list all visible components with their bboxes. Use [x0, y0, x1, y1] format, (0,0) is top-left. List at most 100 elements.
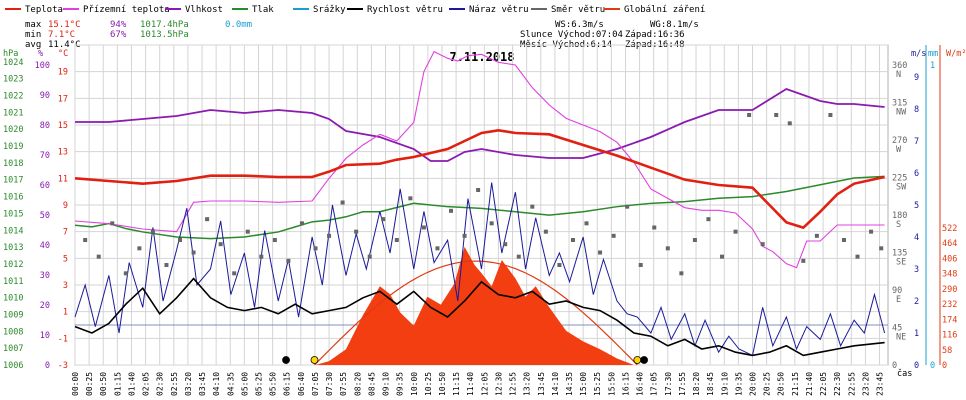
wind-direction-point: [259, 254, 264, 259]
axis-tick-wm2: 174: [942, 315, 957, 325]
wind-direction-point: [787, 121, 792, 126]
wind-direction-point: [638, 263, 643, 267]
plot-area: [74, 50, 886, 366]
axis-tick-hpa: 1018: [3, 159, 23, 169]
wind-direction-point: [435, 246, 440, 251]
x-tick-label: 11:40: [466, 372, 475, 396]
wind-direction-point: [191, 250, 196, 255]
axis-tick-pct: 70: [40, 151, 50, 161]
wind-direction-point: [503, 242, 508, 247]
wind-direction-point: [855, 254, 860, 259]
wind-direction-point: [354, 229, 359, 234]
x-tick-label: 16:40: [636, 372, 645, 396]
axis-tick-hpa: 1021: [3, 108, 23, 118]
axis-unit-wind: m/s: [911, 49, 926, 59]
axis-tick-wind: 9: [914, 73, 919, 83]
axis-unit-wm2: W/m²: [946, 49, 966, 59]
x-tick-label: 20:50: [777, 372, 786, 396]
axis-tick-wind: 7: [914, 137, 919, 147]
axis-tick-deg: 90: [892, 286, 902, 296]
x-tick-label: 03:20: [184, 372, 193, 396]
wind-direction-point: [760, 242, 765, 247]
wind-direction-point: [625, 204, 630, 209]
axis-tick-wm2: 406: [942, 254, 957, 264]
x-tick-label: 03:45: [198, 372, 207, 396]
axis-tick-c: 5: [63, 254, 68, 264]
x-axis: 00:00 00:25 00:50 01:15 01:40 02:05 02:30 02:55…: [71, 368, 912, 396]
axis-tick-hpa: 1014: [3, 226, 23, 236]
legend-label: Rychlost větru: [367, 5, 443, 15]
x-tick-label: 12:55: [509, 372, 518, 396]
x-tick-label: 07:05: [311, 372, 320, 396]
axis-tick-mm: 0: [930, 361, 935, 371]
wind-direction-point: [137, 246, 142, 251]
axis-tick-pct: 40: [40, 241, 50, 251]
axis-tick-hpa: 1015: [3, 209, 23, 219]
x-tick-label: 16:15: [621, 372, 630, 396]
stat-label: min: [25, 30, 41, 40]
axis-tick-dir: SW: [896, 183, 907, 193]
series-wind-speed-line: [74, 277, 885, 357]
axis-tick-hpa: 1006: [3, 361, 23, 371]
wind-direction-point: [367, 254, 372, 259]
axis-tick-deg: 45: [892, 324, 902, 334]
x-tick-label: 08:20: [353, 372, 362, 396]
axis-tick-c: -1: [58, 334, 68, 344]
wind-direction-point: [747, 113, 752, 117]
legend-label: Náraz větru: [469, 5, 529, 15]
wind-direction-point: [679, 271, 684, 276]
legend-label: Vlhkost: [185, 5, 223, 15]
wind-direction-point: [841, 238, 846, 242]
stat-value: 94%: [110, 20, 127, 30]
axis-tick-hpa: 1009: [3, 310, 23, 320]
stat-label: avg: [25, 40, 41, 50]
axis-tick-c: 15: [58, 121, 68, 131]
axis-tick-c: 9: [63, 201, 68, 211]
wind-direction-point: [110, 221, 115, 226]
x-tick-label: 12:05: [480, 372, 489, 396]
axis-tick-wind: 1: [914, 329, 919, 339]
axis-tick-wm2: 522: [942, 224, 957, 234]
wind-direction-point: [232, 271, 237, 276]
axis-unit-pct: %: [38, 49, 43, 59]
x-tick-label: 15:50: [607, 372, 616, 396]
left-axes: hPa% °C1024102310221021102010191018101710…: [3, 49, 68, 371]
x-tick-label: 22:05: [819, 372, 828, 396]
stat-value: WG:8.1m/s: [650, 20, 699, 30]
wind-direction-point: [313, 246, 318, 251]
axis-tick-mm: 1: [930, 61, 935, 71]
axis-tick-wind: 6: [914, 169, 919, 179]
wind-direction-point: [299, 221, 304, 226]
wind-direction-point: [150, 229, 155, 234]
axis-tick-pct: 50: [40, 211, 50, 221]
wind-direction-point: [205, 217, 210, 222]
stat-value: 0.0mm: [225, 20, 252, 30]
x-tick-label: 10:25: [424, 372, 433, 396]
axis-tick-hpa: 1019: [3, 142, 23, 152]
axis-unit-hpa: hPa: [3, 49, 18, 59]
wind-direction-point: [774, 113, 779, 117]
stat-value: Západ:16:36: [625, 30, 685, 40]
x-tick-label: 14:10: [551, 372, 560, 396]
wind-direction-point: [720, 254, 725, 259]
axis-tick-wind: 5: [914, 201, 919, 211]
wind-direction-point: [327, 233, 332, 238]
x-tick-label: 23:45: [876, 372, 885, 396]
x-tick-label: 13:45: [537, 372, 546, 396]
x-tick-label: 05:50: [269, 372, 278, 396]
axis-tick-c: -3: [58, 361, 68, 371]
axis-tick-wind: 3: [914, 265, 919, 275]
axis-tick-dir: W: [896, 145, 902, 155]
wind-direction-point: [692, 238, 697, 242]
axis-tick-deg: 270: [892, 136, 907, 146]
x-tick-label: 00:50: [99, 372, 108, 396]
axis-tick-pct: 90: [40, 91, 50, 101]
wind-direction-point: [879, 246, 884, 251]
x-tick-label: 20:00: [749, 372, 758, 396]
axis-tick-hpa: 1007: [3, 344, 23, 354]
x-tick-label: 02:30: [156, 372, 165, 396]
wind-direction-point: [652, 225, 657, 230]
x-tick-label: 09:10: [382, 372, 391, 396]
stat-value: 1017.4hPa: [140, 20, 189, 30]
axis-tick-hpa: 1017: [3, 176, 23, 186]
